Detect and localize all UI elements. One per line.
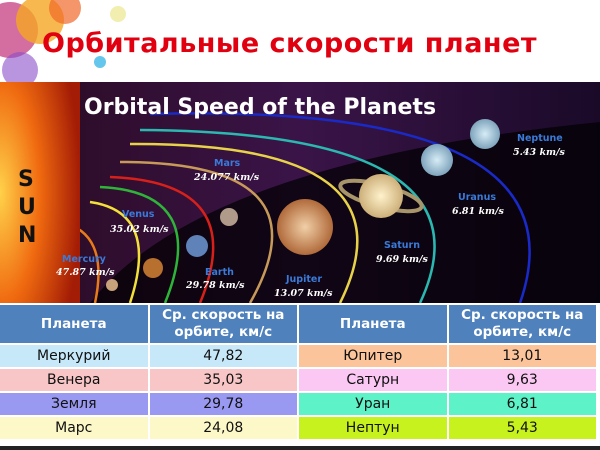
header-planet: Планета [299, 305, 447, 343]
label-saturn: Saturn [384, 240, 420, 251]
sun-letter: S [18, 167, 34, 192]
speed-jupiter: 13.07 km/s [274, 288, 333, 299]
speed-mercury: 47.87 km/s [56, 267, 115, 278]
sun-letter: N [18, 223, 36, 248]
planet-uranus [421, 144, 453, 176]
planet-name: Меркурий [0, 345, 148, 367]
speed-venus: 35.02 km/s [110, 224, 169, 235]
image-title: Orbital Speed of the Planets [84, 95, 436, 120]
speed-value: 35,03 [149, 369, 297, 391]
speed-value: 5,43 [448, 417, 596, 439]
label-mars: Mars [214, 158, 241, 169]
planet-venus [143, 258, 163, 278]
slide-title: Орбитальные скорости планет [42, 28, 538, 59]
planet-mars [220, 208, 238, 226]
decorative-flower [0, 0, 126, 82]
bottom-border [0, 446, 600, 450]
table-row: Марс 24,08 Нептун 5,43 [0, 417, 596, 439]
speed-value: 29,78 [149, 393, 297, 415]
sun-letter: U [18, 195, 36, 220]
label-mercury: Mercury [62, 254, 107, 265]
speed-value: 24,08 [149, 417, 297, 439]
table-row: Земля 29,78 Уран 6,81 [0, 393, 596, 415]
speed-value: 47,82 [149, 345, 297, 367]
speed-value: 9,63 [448, 369, 596, 391]
planet-name: Земля [0, 393, 148, 415]
speed-earth: 29.78 km/s [185, 280, 245, 291]
header-speed: Ср. скорость на орбите, км/с [149, 305, 297, 343]
table-row: Меркурий 47,82 Юпитер 13,01 [0, 345, 596, 367]
speed-value: 13,01 [448, 345, 596, 367]
planet-saturn [359, 174, 403, 218]
table-header-row: Планета Ср. скорость на орбите, км/с Пла… [0, 305, 596, 343]
speed-mars: 24.077 km/s [193, 172, 260, 183]
planet-name: Юпитер [299, 345, 447, 367]
planet-name: Сатурн [299, 369, 447, 391]
speed-saturn: 9.69 km/s [376, 254, 429, 265]
table-row: Венера 35,03 Сатурн 9,63 [0, 369, 596, 391]
speed-uranus: 6.81 km/s [452, 206, 505, 217]
label-earth: Earth [205, 267, 234, 278]
orbital-speed-table: Планета Ср. скорость на орбите, км/с Пла… [0, 303, 598, 441]
planet-jupiter [277, 199, 333, 255]
planet-name: Марс [0, 417, 148, 439]
label-neptune: Neptune [517, 133, 563, 144]
planet-name: Венера [0, 369, 148, 391]
label-uranus: Uranus [458, 192, 496, 203]
planet-name: Нептун [299, 417, 447, 439]
header-speed: Ср. скорость на орбите, км/с [448, 305, 596, 343]
planet-earth [186, 235, 208, 257]
header-planet: Планета [0, 305, 148, 343]
label-venus: Venus [122, 209, 155, 220]
label-jupiter: Jupiter [285, 274, 322, 285]
planet-mercury [106, 279, 118, 291]
speed-neptune: 5.43 km/s [513, 147, 566, 158]
planet-name: Уран [299, 393, 447, 415]
orbital-speed-image: S U N Orbital Speed of the Planets Mercu… [0, 82, 600, 303]
planet-neptune [470, 119, 500, 149]
speed-value: 6,81 [448, 393, 596, 415]
